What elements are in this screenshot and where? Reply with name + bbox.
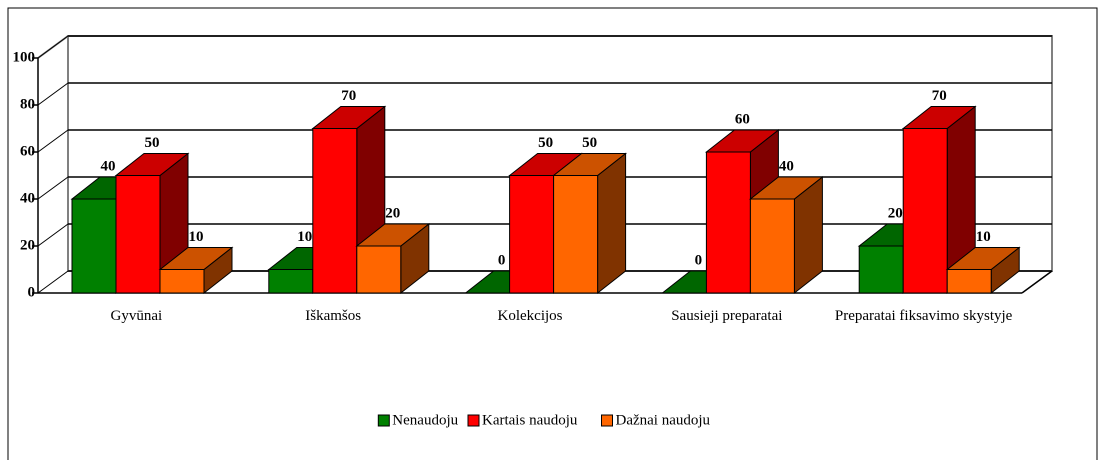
- x-tick-label: Preparatai fiksavimo skystyje: [834, 308, 1013, 324]
- data-label: 50: [582, 135, 597, 151]
- data-label: 10: [976, 229, 991, 245]
- data-label: 20: [888, 205, 903, 221]
- data-label: 20: [385, 205, 400, 221]
- y-tick-label: 0: [28, 284, 36, 300]
- bar-front: [509, 175, 555, 294]
- bar: [355, 222, 431, 295]
- bar: [748, 175, 824, 295]
- bar-front: [946, 269, 992, 294]
- y-tick-label: 80: [20, 96, 35, 112]
- bar-front: [356, 245, 402, 294]
- grid-line-side: [37, 82, 69, 106]
- bar-front: [268, 269, 314, 294]
- bar-side: [597, 152, 627, 295]
- y-tick-label: 60: [20, 143, 35, 159]
- bar: [945, 246, 1021, 295]
- data-label: 70: [341, 88, 356, 104]
- bar-front: [902, 128, 948, 294]
- data-label: 10: [189, 229, 204, 245]
- x-tick-label: Iškamšos: [305, 308, 362, 324]
- legend-label: Nenaudoju: [392, 412, 458, 428]
- y-tick-label: 100: [13, 49, 36, 65]
- x-tick-label: Kolekcijos: [497, 308, 563, 324]
- chart-frame: [7, 7, 1098, 460]
- y-tick-label: 20: [20, 237, 35, 253]
- legend-swatch: [601, 414, 613, 427]
- data-label: 40: [779, 158, 794, 174]
- data-label: 50: [145, 135, 160, 151]
- data-label: 50: [538, 135, 553, 151]
- bar-front: [749, 198, 795, 294]
- bar-front: [312, 128, 358, 294]
- floor-right: [1021, 270, 1053, 294]
- x-tick-label: Sausieji preparatai: [671, 308, 783, 324]
- grid-line-side: [37, 176, 69, 200]
- grid-line-side: [37, 223, 69, 247]
- bar: [901, 105, 977, 295]
- legend-label: Kartais naudoju: [482, 412, 578, 428]
- grid-line-side: [37, 270, 69, 294]
- data-label: 10: [297, 229, 312, 245]
- data-label: 70: [932, 88, 947, 104]
- x-tick-label: Gyvūnai: [110, 308, 163, 324]
- bar-front: [71, 198, 117, 294]
- bar-front: [553, 175, 599, 294]
- bar-front: [858, 245, 904, 294]
- y-tick-label: 40: [20, 190, 35, 206]
- bar-front: [115, 175, 161, 294]
- bar: [552, 152, 628, 295]
- grid-line-side: [37, 35, 69, 59]
- data-label: 0: [498, 252, 506, 268]
- legend-swatch: [377, 414, 390, 427]
- bar-front: [159, 269, 205, 294]
- bar: [158, 246, 234, 295]
- data-label: 0: [695, 252, 703, 268]
- legend-swatch: [467, 414, 480, 427]
- data-label: 40: [101, 158, 116, 174]
- bar-front: [705, 151, 751, 294]
- data-label: 60: [735, 111, 750, 127]
- grid-line-side: [37, 129, 69, 153]
- legend-label: Dažnai naudoju: [616, 412, 711, 428]
